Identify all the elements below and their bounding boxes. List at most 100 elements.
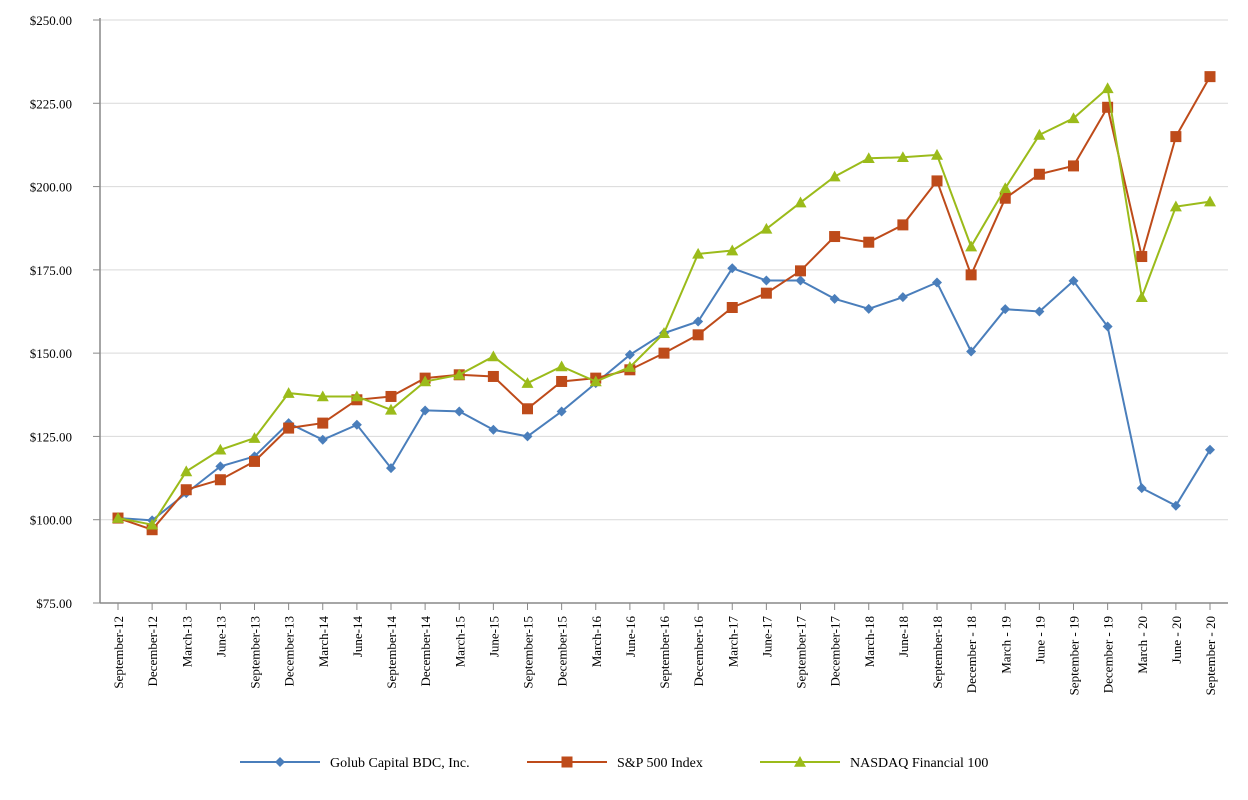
data-point [828,170,841,182]
data-point [215,461,226,472]
axes: $75.00 $100.00 $125.00 $150.00 $175.00 $200.0… [30,13,1228,695]
data-point [829,293,840,304]
data-point [693,316,704,327]
data-point [965,269,977,281]
x-tick-label: September-18 [930,616,945,689]
data-point [385,390,397,402]
data-point [862,152,875,164]
data-point [932,277,942,288]
data-point [999,192,1011,204]
x-tick-label: March-14 [316,616,331,668]
x-tick-label: June - 20 [1169,616,1184,664]
data-point [726,302,738,314]
data-point [897,219,909,231]
data-point [863,236,875,248]
legend-entry-3: NASDAQ Financial 100 [760,756,988,771]
data-point [692,329,704,341]
data-point [965,240,978,252]
x-tick-label: December-13 [282,616,297,686]
x-tick-label: September-12 [111,616,126,689]
data-point [180,484,192,496]
data-point [419,375,432,387]
x-tick-label: December - 18 [964,616,979,693]
data-point [896,151,909,163]
legend-entry-1: Golub Capital BDC, Inc. [240,756,470,771]
data-point [317,417,329,429]
data-point [1067,112,1080,124]
data-point [316,390,329,402]
gridlines [100,19,1228,521]
data-point [658,327,670,338]
data-point [999,182,1012,194]
data-point [249,455,260,467]
x-tick-label: June-13 [213,616,228,657]
x-tick-label: March-17 [725,616,740,668]
y-tick-label: $75.00 [36,596,72,611]
x-tick-label: September-17 [794,616,809,689]
data-point [180,465,193,477]
data-point [1170,500,1181,511]
data-point [1102,101,1114,113]
data-point [623,361,636,372]
data-point [1033,168,1045,180]
x-tick-label: June-15 [486,616,501,657]
legend-entry-2: S&P 500 Index [527,756,703,771]
data-point [555,360,568,372]
x-tick-label: March-15 [452,616,467,667]
y-tick-label: $125.00 [30,429,72,444]
data-point [146,524,158,536]
data-point [727,263,738,274]
data-point [794,196,807,208]
data-point [795,275,806,286]
data-point [795,265,806,277]
data-point [351,419,362,430]
data-point [522,403,533,415]
y-tick-label: $175.00 [30,263,72,278]
series-layer [112,71,1216,536]
data-point [350,390,363,402]
data-point [692,247,705,259]
data-point [112,512,124,523]
data-point [863,303,874,314]
x-tick-label: June-18 [896,616,911,657]
x-tick-label: December-17 [828,616,843,687]
data-point [386,463,396,474]
data-point [556,406,567,417]
data-point [1204,71,1216,83]
legend-marker [561,756,573,768]
data-point [214,474,226,486]
data-point [1102,321,1113,332]
data-point [146,518,159,530]
x-tick-label: September-15 [521,616,536,689]
series-line [117,266,1211,522]
data-point [1136,483,1147,494]
data-point [453,368,466,380]
x-tick-label: March-13 [179,616,194,667]
series-line [117,76,1211,531]
data-point [556,375,568,387]
data-point [420,405,431,416]
x-tick-label: December-14 [418,616,433,687]
data-point [283,422,295,434]
x-tick-label: September - 19 [1067,616,1082,695]
x-tick-label: December - 19 [1101,616,1116,693]
data-point [487,350,500,362]
data-point [1204,195,1216,207]
x-tick-label: December-16 [691,616,706,687]
data-point [1170,131,1182,143]
x-tick-label: March-16 [589,616,604,668]
data-point [760,287,772,299]
data-point [488,424,499,435]
x-tick-label: September - 20 [1203,616,1218,695]
x-tick-label: September-16 [657,616,672,689]
x-tick-label: June-17 [759,616,774,658]
data-point [454,406,465,417]
data-point [761,275,772,286]
legend-marker [794,756,806,767]
y-tick-label: $100.00 [30,513,72,528]
legend-label: NASDAQ Financial 100 [850,756,988,771]
data-point [385,403,397,415]
data-point [521,377,534,388]
data-point [1033,128,1046,140]
data-point [760,222,773,234]
